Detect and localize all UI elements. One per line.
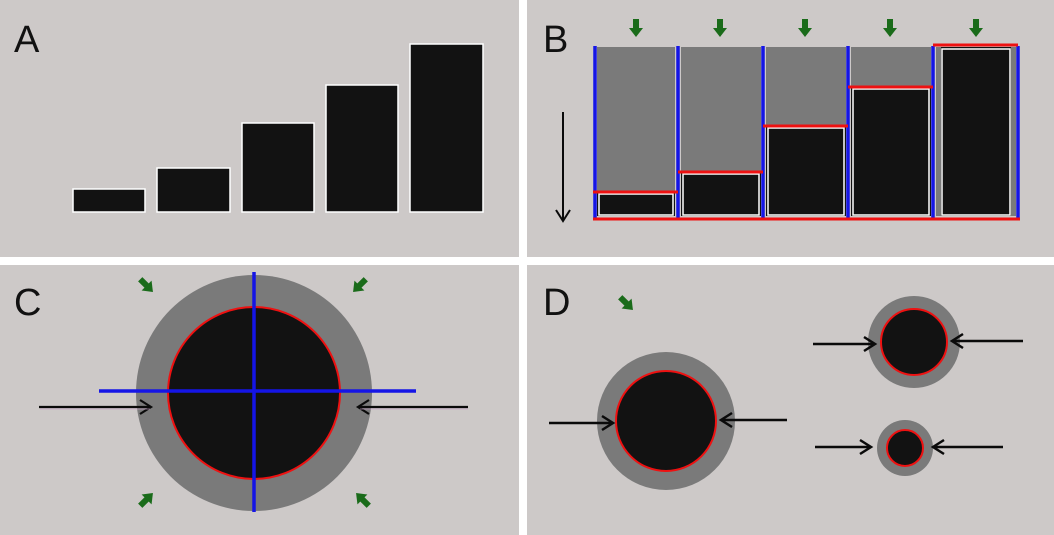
panel-label-c: C (14, 282, 41, 324)
black-arrow-icon (549, 332, 1023, 456)
column-4-dark (851, 87, 931, 216)
black-arrow-icon (39, 399, 468, 415)
panel-label-a: A (14, 19, 40, 61)
panel-b-columns (555, 19, 1020, 223)
column-1-dark (597, 192, 675, 216)
bar-3 (241, 122, 315, 213)
panel-label-d: D (543, 282, 570, 324)
small-dark-circle (886, 429, 924, 467)
panel-a-bars (72, 43, 484, 213)
medium-dark-circle (880, 308, 948, 376)
panel-c-circle (39, 272, 468, 512)
black-arrow-icon (555, 112, 571, 223)
bar-1 (72, 188, 146, 213)
blue-dividers (593, 46, 1020, 220)
column-1-gray (597, 47, 675, 216)
bar-5 (409, 43, 484, 213)
column-3-dark (766, 126, 846, 216)
bar-2 (156, 167, 231, 213)
bar-4 (325, 84, 399, 213)
panel-d-circles (549, 292, 1023, 490)
column-2-dark (681, 172, 761, 216)
column-5-dark (941, 47, 1011, 216)
large-dark-circle (615, 370, 717, 472)
red-level-lines (593, 43, 1020, 221)
panel-label-b: B (543, 19, 568, 61)
